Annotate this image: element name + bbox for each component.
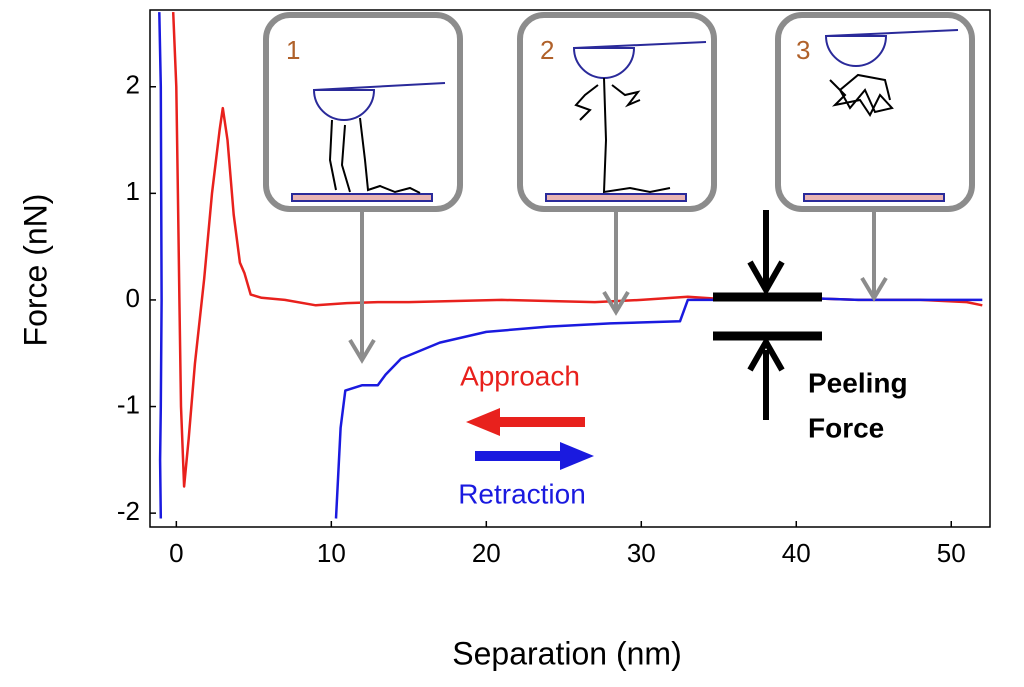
substrate	[291, 193, 433, 202]
cantilever	[313, 82, 446, 91]
y-tick-label: 2	[126, 70, 140, 100]
inset-label: 1	[286, 35, 300, 65]
tip	[572, 47, 636, 79]
x-tick-label: 50	[937, 538, 966, 568]
insets: 1 2 3	[263, 12, 975, 364]
y-axis-label: Force (nN)	[17, 194, 53, 347]
retraction-arrow	[560, 442, 594, 470]
x-tick-label: 40	[782, 538, 811, 568]
annotation: Peeling	[808, 367, 908, 398]
series-line	[171, 12, 983, 488]
x-axis-label: Separation (nm)	[452, 635, 681, 671]
legend-entry: Retraction	[458, 478, 586, 509]
x-tick-label: 0	[169, 538, 183, 568]
polymer	[574, 77, 671, 194]
polymer	[829, 73, 894, 117]
x-tick-label: 30	[627, 538, 656, 568]
polymer	[328, 117, 421, 194]
y-tick-label: 1	[126, 176, 140, 206]
y-tick-label: -1	[117, 389, 140, 419]
annotation: Force	[808, 412, 884, 443]
inset-label: 2	[540, 35, 554, 65]
plot-frame	[149, 9, 991, 528]
tip	[824, 35, 888, 67]
x-tick-label: 20	[472, 538, 501, 568]
inset-label: 3	[796, 35, 810, 65]
y-tick-label: -2	[117, 496, 140, 526]
legend-entry: Approach	[460, 360, 580, 391]
substrate	[803, 193, 945, 202]
peeling-marker	[713, 210, 822, 420]
substrate	[545, 193, 687, 202]
y-tick-label: 0	[126, 283, 140, 313]
x-tick-label: 10	[317, 538, 346, 568]
tip	[312, 89, 376, 121]
inset-box	[517, 12, 717, 212]
pointers	[348, 212, 888, 364]
approach-arrow	[466, 408, 500, 436]
